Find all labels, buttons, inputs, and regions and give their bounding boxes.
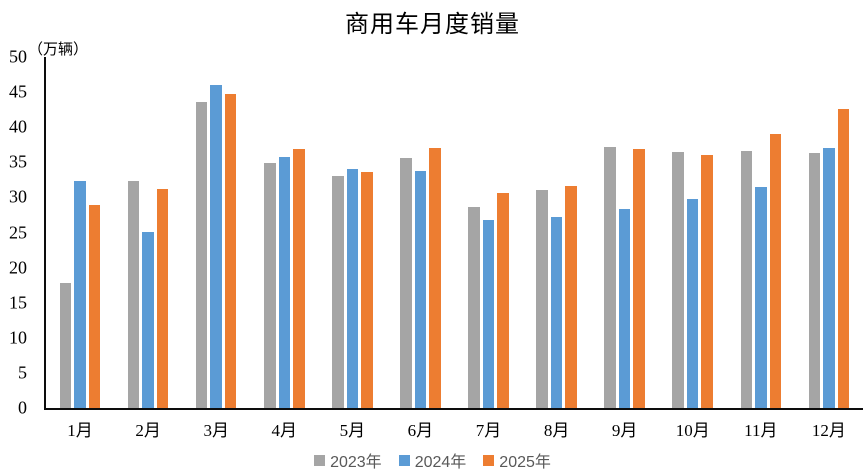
category-group-7月 xyxy=(454,57,522,408)
category-group-4月 xyxy=(250,57,318,408)
bar xyxy=(536,190,548,408)
bar xyxy=(837,108,850,408)
bar xyxy=(550,217,563,408)
y-tick-label: 40 xyxy=(9,116,27,137)
y-tick-label: 15 xyxy=(9,292,27,313)
category-group-5月 xyxy=(318,57,386,408)
bar xyxy=(429,148,441,408)
category-group-12月 xyxy=(795,57,863,408)
bar xyxy=(633,148,645,408)
bar xyxy=(332,176,344,408)
chart-title: 商用车月度销量 xyxy=(345,12,520,38)
bar xyxy=(195,101,208,408)
x-axis: 1月 2月 3月 4月 5月 6月 7月 8月 9月 10月 11月 12月 xyxy=(46,416,863,441)
x-axis-label: 11月 xyxy=(744,421,778,440)
bar xyxy=(672,151,684,408)
bar xyxy=(74,181,86,408)
bar xyxy=(482,219,495,408)
x-axis-label: 9月 xyxy=(611,421,638,440)
bar xyxy=(565,186,577,408)
legend-item: 2023年 xyxy=(314,448,382,472)
x-axis-label: 3月 xyxy=(203,421,229,440)
bar xyxy=(59,283,72,408)
bar xyxy=(142,231,154,408)
bar xyxy=(755,186,767,408)
y-tick-label: 50 xyxy=(9,46,27,67)
bar xyxy=(278,156,291,408)
y-tick-label: 10 xyxy=(9,327,27,348)
category-group-3月 xyxy=(182,57,250,408)
bar xyxy=(361,172,373,408)
category-group-8月 xyxy=(523,57,591,408)
x-axis-label: 8月 xyxy=(543,421,570,440)
bar xyxy=(740,151,753,408)
legend-label: 2023年 xyxy=(330,454,382,471)
bar xyxy=(156,188,169,408)
bar xyxy=(701,154,713,408)
bar xyxy=(293,148,305,408)
bar xyxy=(400,158,412,408)
legend-color-swatch-icon xyxy=(314,454,326,466)
y-tick-label: 5 xyxy=(18,362,27,383)
category-group-9月 xyxy=(591,57,659,408)
y-tick-label: 30 xyxy=(9,187,27,208)
x-axis-label: 2月 xyxy=(135,421,161,440)
legend-label: 2025年 xyxy=(499,454,551,471)
bar xyxy=(686,198,699,408)
bar xyxy=(769,133,782,408)
legend-color-swatch-icon xyxy=(483,454,495,466)
x-axis-label: 5月 xyxy=(339,421,366,440)
y-tick-label: 20 xyxy=(9,257,27,278)
y-tick-label: 35 xyxy=(9,151,27,172)
category-group-11月 xyxy=(727,57,795,408)
y-tick-label: 45 xyxy=(9,81,27,102)
bar xyxy=(210,85,222,408)
bar xyxy=(468,207,480,408)
category-group-6月 xyxy=(386,57,454,408)
plot-area xyxy=(44,57,863,410)
x-axis-label: 4月 xyxy=(271,421,298,440)
bar xyxy=(127,180,140,408)
y-axis-unit-label: （万辆） xyxy=(28,42,89,58)
legend: 2023年 2024年 2025年 xyxy=(0,448,865,472)
legend-color-swatch-icon xyxy=(398,454,410,466)
x-axis-label: 7月 xyxy=(475,421,502,440)
x-axis-label: 12月 xyxy=(811,421,846,440)
bar xyxy=(88,205,101,408)
x-axis-label: 1月 xyxy=(67,421,93,440)
bar xyxy=(618,208,631,408)
x-axis-label: 10月 xyxy=(675,421,710,440)
bar xyxy=(823,148,835,408)
bar xyxy=(264,163,276,408)
bar xyxy=(604,146,616,408)
legend-label: 2024年 xyxy=(414,454,467,471)
x-axis-label: 6月 xyxy=(407,421,434,440)
category-group-10月 xyxy=(659,57,727,408)
bar xyxy=(414,170,427,408)
legend-item: 2025年 xyxy=(483,448,551,472)
bar xyxy=(346,168,359,408)
y-tick-label: 25 xyxy=(9,222,27,243)
legend-item: 2024年 xyxy=(398,448,467,472)
category-group-2月 xyxy=(114,57,182,408)
y-tick-label: 0 xyxy=(18,397,27,418)
bar xyxy=(808,153,821,408)
bar xyxy=(224,94,237,408)
bar xyxy=(497,193,509,408)
category-group-1月 xyxy=(46,57,114,408)
